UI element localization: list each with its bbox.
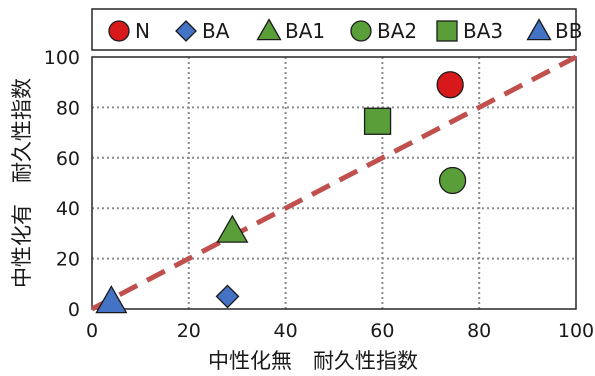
x-tick-label: 0 [86, 320, 98, 342]
data-points [95, 71, 467, 314]
legend-marker-ba2 [350, 20, 372, 42]
y-tick-label: 100 [44, 47, 80, 69]
grid [92, 57, 576, 309]
y-tick-label: 80 [56, 97, 80, 119]
plot-frame [91, 56, 577, 310]
x-tick-label: 40 [274, 320, 298, 342]
legend: N BA BA1 BA2 BA3 BB [91, 8, 582, 51]
legend-marker-ba1 [256, 18, 282, 41]
plot-border [91, 56, 577, 310]
legend-label-ba: BA [202, 19, 230, 43]
data-point-bb [95, 285, 128, 314]
data-point-ba3 [363, 107, 392, 135]
x-tick-labels: 0 20 40 60 80 100 [86, 320, 594, 342]
y-axis-label: 中性化有 耐久性指数 [10, 78, 34, 288]
legend-label-bb: BB [555, 19, 582, 43]
legend-label-ba2: BA2 [377, 19, 417, 43]
plot-area [92, 57, 576, 309]
y-tick-label: 0 [68, 299, 80, 321]
x-tick-label: 100 [558, 320, 594, 342]
x-tick-label: 80 [467, 320, 491, 342]
legend-marker-bb [526, 18, 552, 41]
x-tick-label: 60 [370, 320, 394, 342]
legend-box [91, 8, 577, 51]
legend-label-ba3: BA3 [463, 19, 503, 43]
x-tick-label: 20 [177, 320, 201, 342]
legend-marker-n [108, 20, 130, 42]
data-point-n [436, 71, 464, 99]
legend-marker-ba [175, 20, 197, 42]
y-tick-label: 20 [56, 249, 80, 271]
data-point-ba [215, 284, 240, 309]
legend-marker-ba3 [436, 20, 458, 42]
x-axis-label: 中性化無 耐久性指数 [208, 349, 418, 373]
data-point-ba2 [438, 166, 467, 195]
data-point-ba1 [216, 214, 249, 243]
y-tick-labels: 0 20 40 60 80 100 [44, 47, 80, 321]
legend-label-n: N [135, 19, 150, 43]
y-tick-label: 60 [56, 148, 80, 170]
legend-label-ba1: BA1 [285, 19, 325, 43]
y-tick-label: 40 [56, 198, 80, 220]
